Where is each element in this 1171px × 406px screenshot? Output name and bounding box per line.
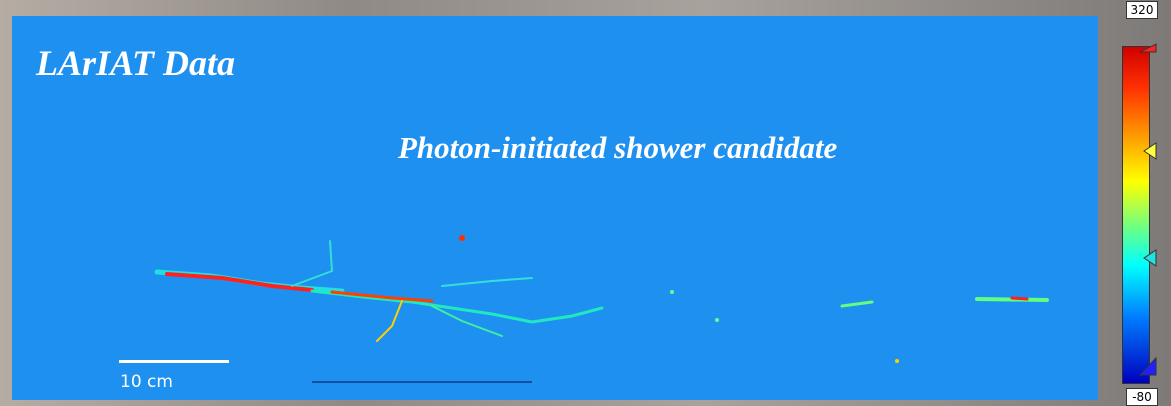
colorbar-max: 320	[1126, 1, 1158, 19]
title: LArIAT Data	[36, 42, 235, 84]
scale-bar-line	[119, 360, 229, 363]
scale-bar-label: 10 cm	[120, 372, 173, 392]
colorbar-markers	[1100, 30, 1171, 400]
shower	[157, 235, 1047, 363]
colorbar-min: -80	[1126, 388, 1158, 406]
event-display: LArIAT Data Photon-initiated shower cand…	[0, 0, 1171, 406]
subtitle: Photon-initiated shower candidate	[398, 130, 837, 166]
